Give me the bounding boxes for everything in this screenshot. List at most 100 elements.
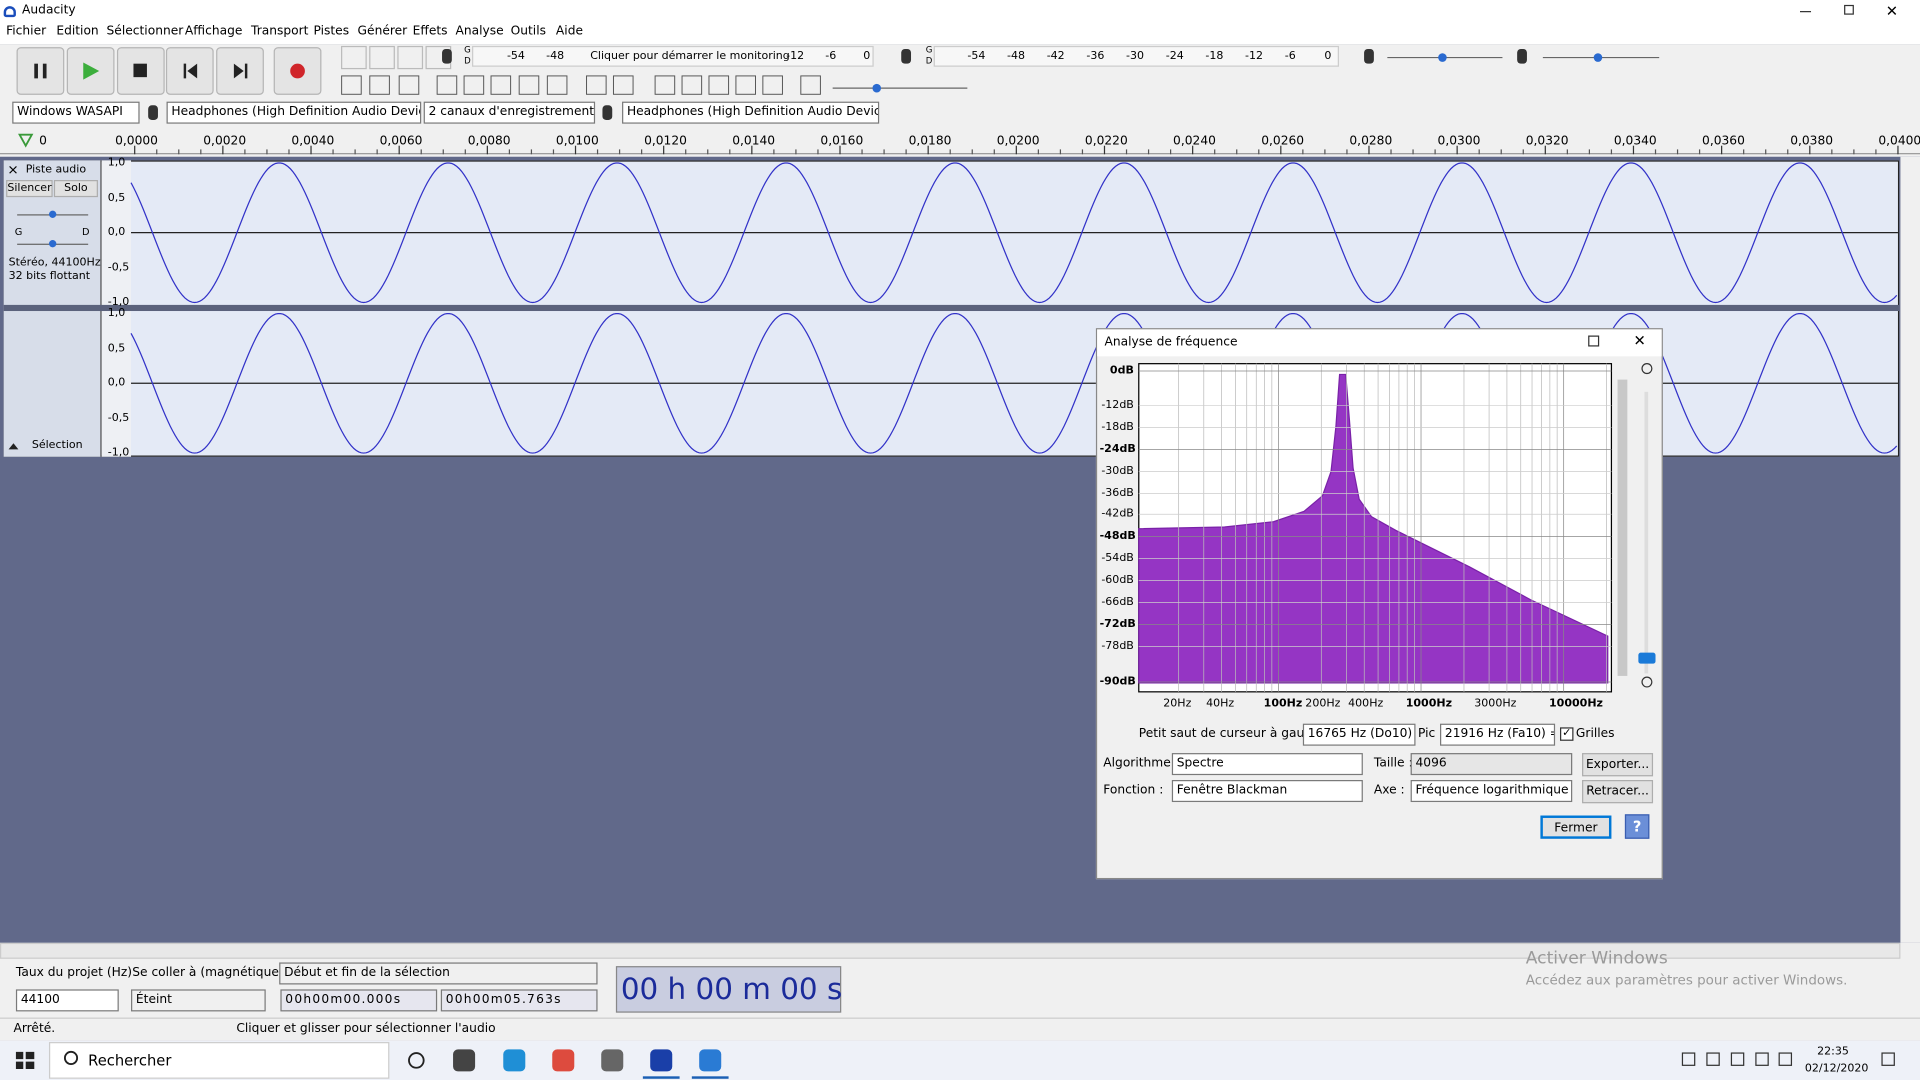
menu-item[interactable]: Fichier [6, 24, 47, 38]
tray-icon[interactable] [1778, 1052, 1793, 1066]
menu-item[interactable]: Transport [251, 24, 309, 38]
tray-icon[interactable] [1755, 1052, 1769, 1066]
slider-thumb[interactable] [872, 83, 882, 93]
minimize[interactable] [1800, 11, 1812, 13]
tool-icon[interactable] [518, 75, 540, 95]
dialog-maximize[interactable] [1588, 335, 1600, 347]
amplitude-label: -0,5 [107, 261, 130, 274]
tool-button[interactable] [397, 45, 424, 70]
tool-button[interactable] [341, 45, 367, 70]
tool-icon[interactable] [586, 75, 607, 95]
algorithm-select[interactable]: Spectre [1171, 753, 1363, 776]
play-meter[interactable] [933, 45, 1339, 67]
tool-icon[interactable] [341, 75, 362, 95]
size-select[interactable]: 4096 [1410, 753, 1573, 776]
help-button[interactable]: ? [1624, 814, 1650, 839]
record-meter[interactable] [472, 45, 874, 67]
timeline-tick: 0,0400 [1878, 134, 1920, 149]
tool-icon[interactable] [708, 75, 730, 95]
search-placeholder[interactable]: Rechercher [88, 1051, 172, 1069]
menu-item[interactable]: Aide [555, 24, 584, 38]
v-scrollbar[interactable] [1900, 156, 1920, 943]
tool-icon[interactable] [463, 75, 485, 95]
pause-button[interactable] [16, 47, 65, 95]
selection-mode[interactable]: Début et fin de la sélection [279, 962, 598, 985]
cortana[interactable] [408, 1052, 425, 1069]
input-device-select[interactable]: Headphones (High Definition Audio Device… [166, 101, 422, 124]
track-close[interactable]: × [7, 161, 19, 178]
axis-select[interactable]: Fréquence logarithmique [1410, 780, 1573, 803]
host-select[interactable]: Windows WASAPI [12, 101, 140, 124]
tool-icon[interactable] [800, 75, 821, 95]
export-button[interactable]: Exporter... [1582, 753, 1654, 777]
tool-icon[interactable] [612, 75, 634, 95]
tool-icon[interactable] [681, 75, 703, 95]
zoom-slider[interactable] [1644, 391, 1649, 674]
collapse-arrow[interactable] [8, 443, 19, 450]
output-device-select[interactable]: Headphones (High Definition Audio Device… [622, 101, 880, 124]
search-box[interactable] [48, 1042, 390, 1079]
mute-button[interactable]: Silencer [6, 180, 53, 198]
dialog-close[interactable]: ✕ [1633, 331, 1646, 349]
tool-button[interactable] [369, 45, 395, 70]
menu-item[interactable]: Effets [412, 24, 448, 38]
tool-icon[interactable] [735, 75, 757, 95]
active-indicator [691, 1076, 729, 1079]
tool-icon[interactable] [436, 75, 458, 95]
tool-icon[interactable] [369, 75, 390, 95]
taskbar-app[interactable] [699, 1049, 722, 1072]
tool-icon[interactable] [762, 75, 783, 95]
menu-item[interactable]: Affichage [184, 24, 243, 38]
selection-end[interactable]: 00h00m05.763s [440, 989, 598, 1012]
grids-checkbox[interactable]: ✓ [1560, 727, 1574, 741]
track-name[interactable]: Piste audio [25, 164, 87, 177]
zoom-out[interactable] [1641, 676, 1653, 688]
clock-time: 22:35 [1817, 1045, 1849, 1058]
monitor-hint[interactable]: Cliquer pour démarrer le monitoring [590, 50, 790, 63]
pan-thumb[interactable] [48, 240, 57, 248]
h-scrollbar[interactable] [0, 942, 1901, 959]
close-button[interactable]: Fermer [1540, 815, 1612, 839]
close-window[interactable]: ✕ [1885, 2, 1899, 20]
menu-item[interactable]: Analyse [455, 24, 504, 38]
tray-icon[interactable] [1706, 1052, 1720, 1066]
taskbar-app[interactable] [453, 1049, 476, 1072]
play-head[interactable] [18, 133, 34, 148]
slider-thumb[interactable] [1438, 53, 1447, 62]
slider-thumb[interactable] [1593, 53, 1603, 62]
rate-select[interactable]: 44100 [15, 989, 119, 1012]
tool-icon[interactable] [398, 75, 420, 95]
taskbar-app[interactable] [552, 1049, 575, 1072]
tool-icon[interactable] [654, 75, 676, 95]
tray-icon[interactable] [1881, 1052, 1895, 1066]
taskbar-app[interactable] [650, 1049, 673, 1072]
taskbar-app[interactable] [601, 1049, 624, 1072]
audio-position[interactable]: 00 h 00 m 00 s [615, 966, 842, 1013]
function-select[interactable]: Fenêtre Blackman [1171, 780, 1363, 803]
menu-item[interactable]: Pistes [313, 24, 350, 38]
restore[interactable] [1844, 4, 1854, 15]
taskbar-app[interactable] [503, 1049, 526, 1072]
grids-label[interactable]: Grilles [1575, 727, 1615, 741]
zoom-in[interactable] [1641, 363, 1653, 375]
channels-select[interactable]: 2 canaux d'enregistrement ( [423, 101, 596, 124]
tray-icon[interactable] [1730, 1052, 1745, 1066]
menu-item[interactable]: Générer [357, 24, 408, 38]
start-button[interactable] [15, 1051, 35, 1069]
menu-item[interactable]: Sélectionner [106, 24, 184, 38]
timeline[interactable] [0, 129, 1920, 155]
zoom-thumb[interactable] [1638, 652, 1656, 664]
gain-thumb[interactable] [48, 210, 57, 218]
menu-item[interactable]: Edition [56, 24, 99, 38]
solo-button[interactable]: Solo [53, 180, 98, 198]
replot-button[interactable]: Retracer... [1582, 780, 1654, 804]
tray-icon[interactable] [1681, 1052, 1696, 1066]
tool-icon[interactable] [546, 75, 568, 95]
menu-item[interactable]: Outils [510, 24, 547, 38]
plot-scroll-thumb[interactable] [1617, 379, 1628, 676]
select-button[interactable]: Sélection [31, 439, 83, 452]
snap-select[interactable]: Éteint [131, 989, 266, 1012]
selection-start[interactable]: 00h00m00.000s [280, 989, 438, 1012]
tool-icon[interactable] [490, 75, 512, 95]
timeline-tick: 0,0080 [467, 134, 511, 149]
